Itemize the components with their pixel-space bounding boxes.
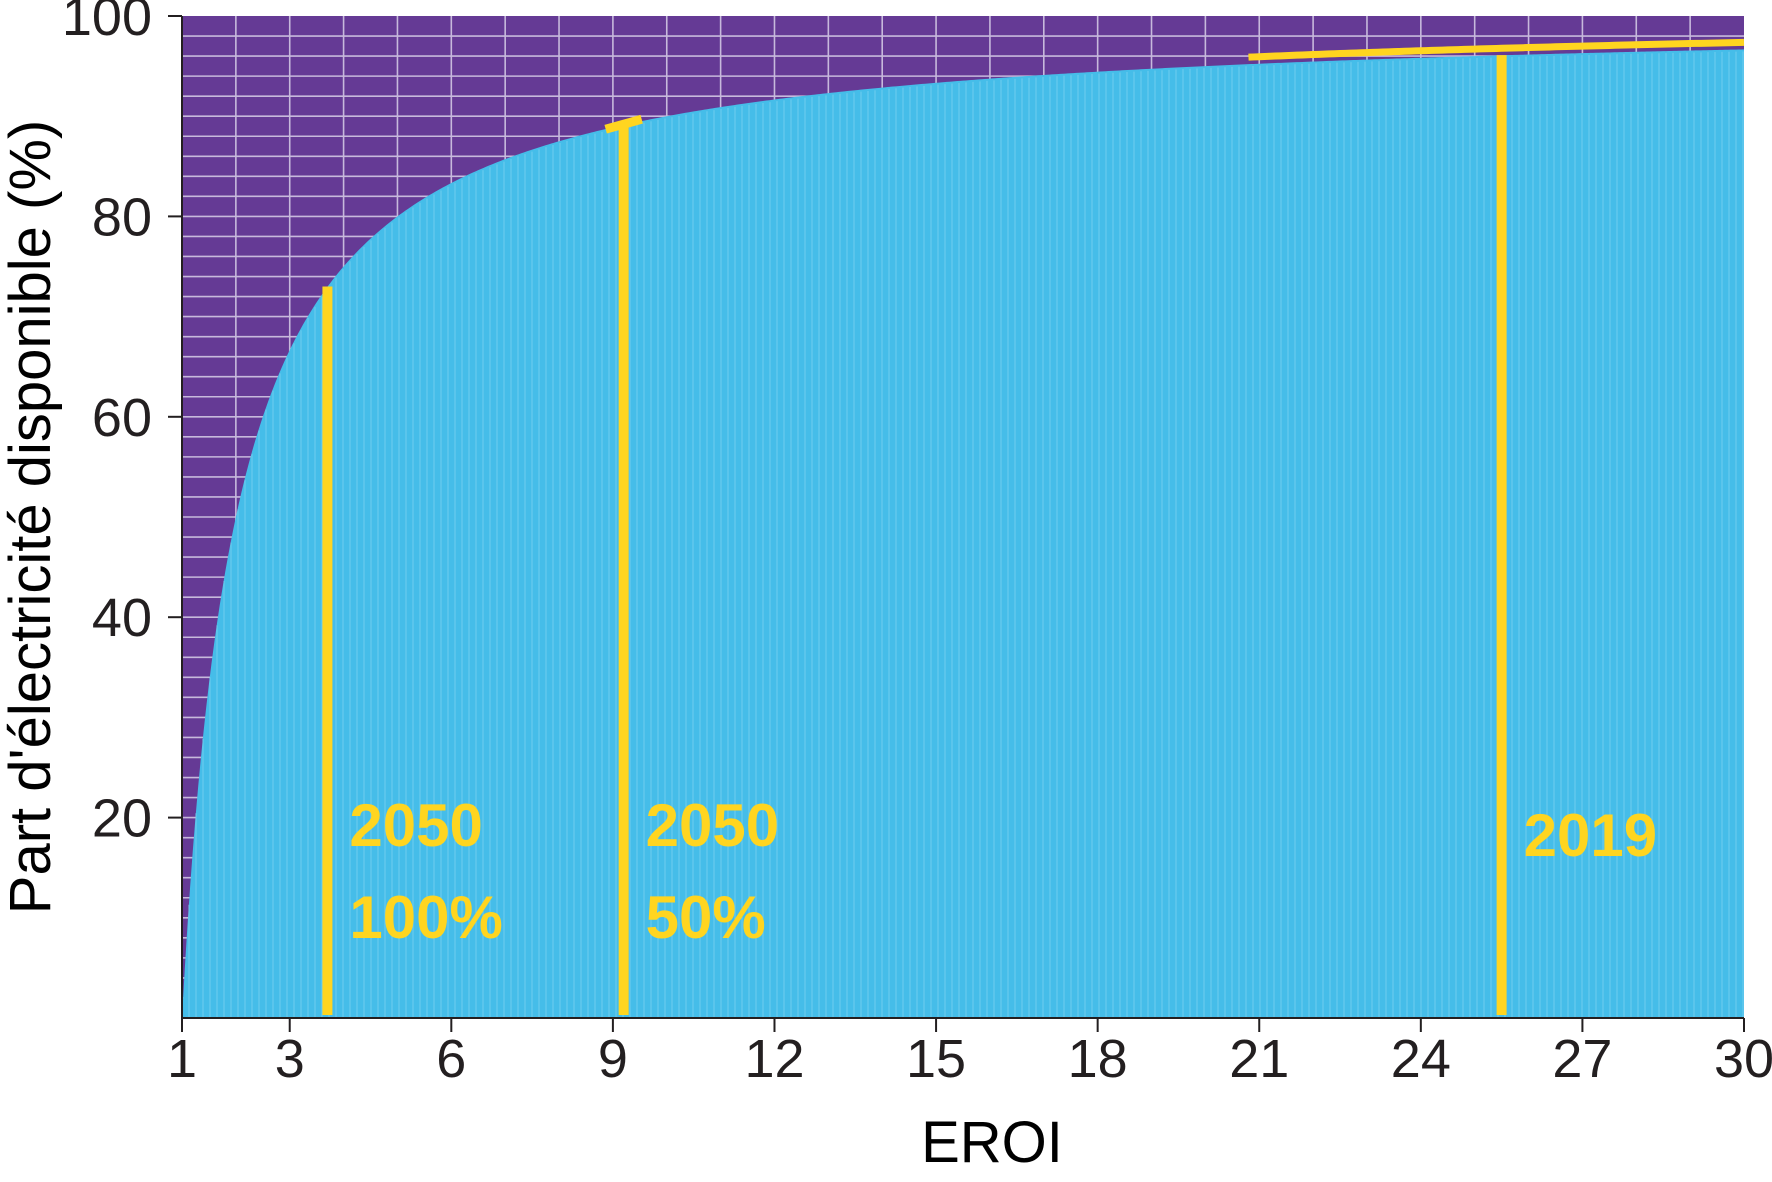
y-tick-label: 40 [92, 588, 152, 648]
y-axis-title: Part d'électricité disponible (%) [0, 120, 63, 914]
axis-ticks: 1 3 6 9 12 15 18 21 24 27 30 20 40 60 80 100 [62, 0, 1772, 1089]
series-area [182, 49, 1744, 1018]
x-tick-label: 3 [275, 1029, 305, 1089]
annotation-cap [604, 114, 643, 134]
annotation-label-share: 100% [349, 884, 502, 951]
plot-area: 2050 100% 2050 50% 2019 [182, 16, 1745, 1018]
x-tick-label: 24 [1391, 1029, 1451, 1089]
y-tick-label: 80 [92, 187, 152, 247]
area-hatching [188, 51, 1744, 1018]
annotation-label-year: 2050 [349, 792, 482, 859]
x-tick-label: 30 [1714, 1029, 1772, 1089]
annotation-label-year: 2050 [646, 792, 779, 859]
x-tick-label: 1 [167, 1029, 197, 1089]
annotation-label-share: 50% [646, 884, 766, 951]
highlight-curve-segment [1248, 38, 1745, 61]
y-tick-label: 20 [92, 789, 152, 849]
x-tick-label: 6 [436, 1029, 466, 1089]
x-tick-label: 18 [1068, 1029, 1128, 1089]
x-tick-label: 27 [1552, 1029, 1612, 1089]
x-tick-label: 9 [598, 1029, 628, 1089]
annotation-label-year: 2019 [1524, 802, 1657, 869]
y-tick-label: 60 [92, 388, 152, 448]
x-axis-title: EROI [921, 1110, 1063, 1175]
y-tick-label: 100 [62, 0, 152, 47]
x-tick-label: 21 [1229, 1029, 1289, 1089]
x-tick-label: 15 [906, 1029, 966, 1089]
x-tick-label: 12 [744, 1029, 804, 1089]
